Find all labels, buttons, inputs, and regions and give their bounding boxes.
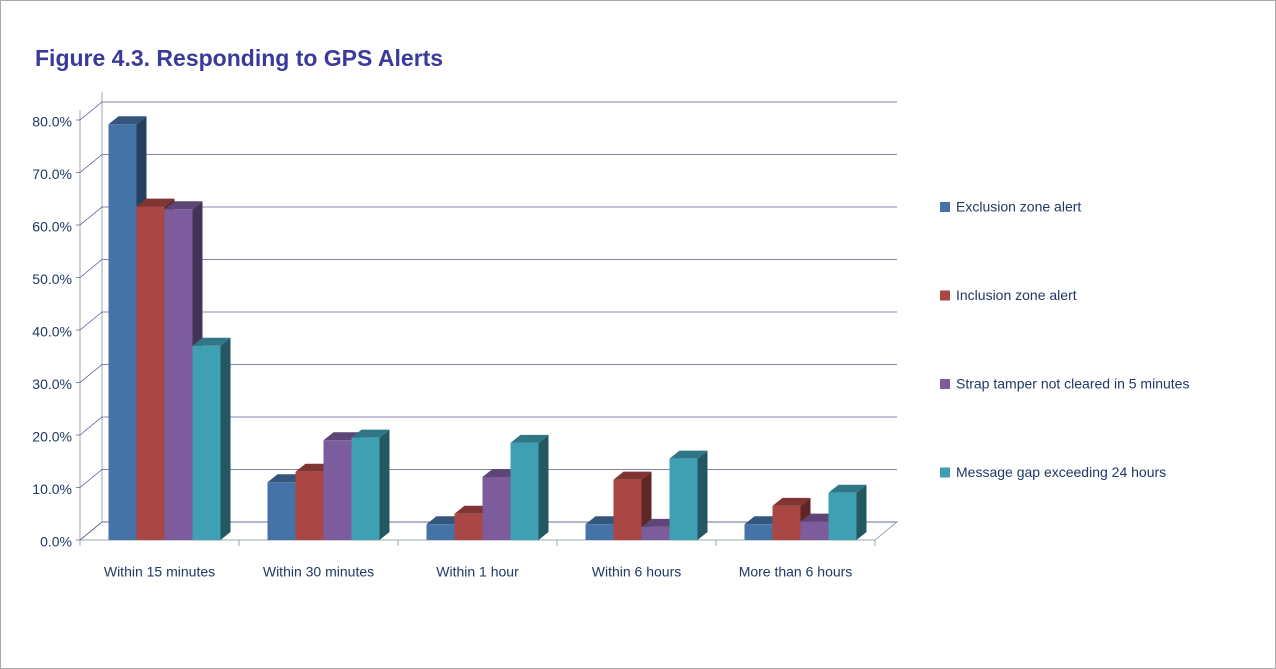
bar-side bbox=[379, 429, 390, 540]
bar bbox=[267, 482, 296, 540]
legend-swatch bbox=[940, 467, 950, 478]
y-tick-label: 20.0% bbox=[32, 429, 72, 445]
y-tick-label: 30.0% bbox=[32, 376, 72, 392]
bar-top bbox=[772, 497, 811, 506]
grid-line bbox=[76, 206, 897, 226]
bar bbox=[295, 471, 324, 540]
grid-line bbox=[76, 259, 897, 278]
bar-top bbox=[613, 471, 652, 480]
legend-label: Exclusion zone alert bbox=[956, 199, 1081, 215]
bar bbox=[772, 505, 801, 540]
bar bbox=[613, 479, 642, 540]
bar bbox=[585, 524, 614, 540]
bar bbox=[108, 124, 137, 540]
legend-swatch bbox=[940, 202, 950, 212]
legend-label: Inclusion zone alert bbox=[956, 287, 1077, 303]
legend-swatch bbox=[940, 379, 950, 389]
bar bbox=[136, 206, 165, 540]
grid-line bbox=[76, 311, 897, 331]
bar-side bbox=[856, 484, 867, 540]
bar-side bbox=[220, 337, 231, 540]
bar-top bbox=[164, 201, 203, 210]
bar-top bbox=[108, 116, 147, 125]
y-tick-label: 60.0% bbox=[32, 219, 72, 235]
y-tick-label: 40.0% bbox=[32, 324, 72, 340]
grid-line bbox=[76, 154, 897, 173]
grid-line bbox=[76, 416, 897, 436]
bar-top bbox=[136, 198, 175, 207]
bar-top bbox=[669, 450, 708, 459]
chart-title: Figure 4.3. Responding to GPS Alerts bbox=[35, 45, 443, 71]
bar bbox=[192, 345, 221, 540]
bar-side bbox=[538, 434, 549, 540]
bar bbox=[800, 521, 829, 540]
grid-line bbox=[76, 101, 897, 121]
bar-top bbox=[351, 429, 390, 438]
bar bbox=[323, 440, 352, 540]
bar-side bbox=[697, 450, 708, 540]
x-tick-label: Within 30 minutes bbox=[263, 564, 374, 580]
x-tick-label: Within 15 minutes bbox=[104, 564, 215, 580]
legend-swatch bbox=[940, 290, 950, 301]
bar-top bbox=[510, 434, 549, 443]
bar bbox=[454, 513, 483, 540]
x-tick-label: Within 6 hours bbox=[592, 564, 681, 580]
y-tick-label: 70.0% bbox=[32, 166, 72, 182]
y-tick-label: 10.0% bbox=[32, 481, 72, 497]
bar-top bbox=[192, 337, 231, 346]
y-tick-label: 50.0% bbox=[32, 271, 72, 287]
x-tick-label: Within 1 hour bbox=[436, 564, 519, 580]
bar bbox=[164, 209, 193, 540]
bar-top bbox=[828, 484, 867, 493]
bar bbox=[351, 437, 380, 540]
bar bbox=[426, 524, 455, 540]
y-tick-label: 80.0% bbox=[32, 114, 72, 130]
bar bbox=[641, 526, 670, 540]
bar bbox=[510, 442, 539, 540]
legend-label: Message gap exceeding 24 hours bbox=[956, 464, 1166, 480]
y-tick-label: 0.0% bbox=[40, 534, 72, 550]
grid-line bbox=[76, 364, 897, 383]
legend-label: Strap tamper not cleared in 5 minutes bbox=[956, 376, 1189, 392]
bar bbox=[482, 477, 511, 540]
bar bbox=[669, 458, 698, 540]
bar bbox=[744, 524, 773, 540]
x-tick-label: More than 6 hours bbox=[739, 564, 853, 580]
bar bbox=[828, 492, 857, 540]
